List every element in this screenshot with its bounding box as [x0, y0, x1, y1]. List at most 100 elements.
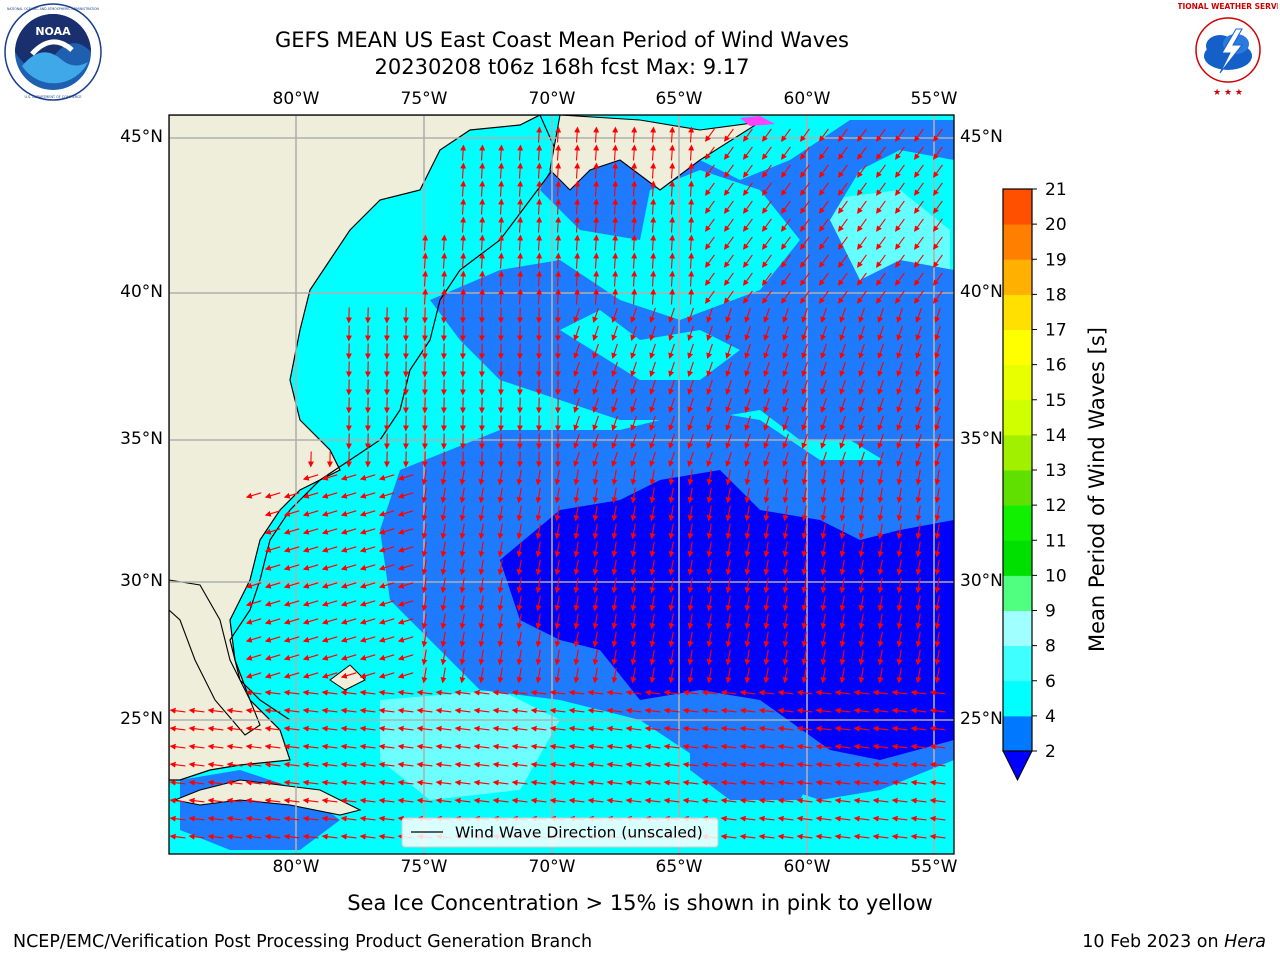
- wave-direction-arrow: [630, 325, 637, 342]
- wave-direction-arrow: [669, 126, 676, 143]
- colorbar-segment: [1003, 645, 1032, 682]
- wave-direction-arrow: [744, 343, 751, 360]
- wave-direction-arrow: [858, 667, 865, 684]
- wave-direction-arrow: [478, 541, 485, 558]
- wave-direction-arrow: [687, 415, 694, 432]
- wave-direction-arrow: [725, 505, 732, 522]
- lon-tick-bottom: 55°W: [910, 857, 958, 877]
- wave-direction-arrow: [497, 613, 504, 630]
- wave-direction-arrow: [800, 254, 810, 268]
- wave-direction-arrow: [630, 505, 637, 522]
- wave-direction-arrow: [497, 559, 504, 576]
- wave-direction-arrow: [669, 144, 676, 161]
- wave-direction-arrow: [839, 505, 846, 522]
- wave-direction-arrow: [688, 162, 695, 179]
- wave-direction-arrow: [705, 218, 715, 232]
- wave-direction-arrow: [876, 236, 886, 250]
- wave-direction-arrow: [340, 707, 357, 714]
- wave-direction-arrow: [725, 451, 732, 468]
- wave-direction-arrow: [574, 270, 581, 287]
- wave-direction-arrow: [915, 307, 922, 324]
- wave-direction-arrow: [606, 707, 623, 714]
- land-nova-scotia: [549, 115, 761, 191]
- wave-direction-arrow: [302, 707, 319, 714]
- colorbar: 2 4 6 8 9 10 11 12 13 14 15 16 17 18 19 20 21: [1002, 180, 1067, 782]
- wave-direction-arrow: [498, 234, 505, 251]
- wave-direction-arrow: [725, 595, 732, 612]
- wave-direction-arrow: [340, 618, 357, 625]
- wave-direction-arrow: [460, 198, 467, 215]
- lat-tick-left: 30°N: [120, 571, 163, 591]
- wave-direction-arrow: [801, 505, 808, 522]
- wave-direction-arrow: [877, 667, 884, 684]
- wave-direction-arrow: [535, 649, 542, 666]
- wave-direction-arrow: [706, 649, 713, 666]
- wave-direction-arrow: [555, 288, 562, 305]
- wave-direction-arrow: [568, 707, 585, 714]
- wave-direction-arrow: [359, 707, 376, 714]
- wave-direction-arrow: [421, 613, 428, 630]
- wave-direction-arrow: [479, 270, 486, 287]
- wave-direction-arrow: [397, 546, 414, 553]
- wave-direction-arrow: [245, 689, 262, 696]
- wave-direction-arrow: [536, 198, 543, 215]
- wave-direction-arrow: [511, 689, 528, 696]
- wave-direction-arrow: [858, 487, 865, 504]
- wave-direction-arrow: [763, 487, 770, 504]
- wave-direction-arrow: [801, 541, 808, 558]
- wave-direction-arrow: [896, 307, 903, 324]
- wave-direction-arrow: [724, 236, 734, 250]
- wave-direction-arrow: [819, 164, 829, 178]
- colorbar-segment: [1003, 610, 1032, 647]
- wave-direction-arrow: [933, 218, 943, 232]
- wave-direction-arrow: [421, 631, 428, 648]
- colorbar-tick-label: 11: [1045, 531, 1067, 551]
- wave-direction-arrow: [611, 667, 618, 684]
- wave-direction-arrow: [359, 654, 376, 661]
- wave-direction-arrow: [744, 577, 751, 594]
- wave-direction-arrow: [283, 600, 300, 607]
- wave-direction-arrow: [838, 254, 848, 268]
- wave-direction-arrow: [782, 415, 789, 432]
- wave-direction-arrow: [801, 649, 808, 666]
- wave-direction-arrow: [820, 343, 827, 360]
- light-cyan-patch-bahamas: [380, 690, 560, 800]
- wave-direction-arrow: [781, 254, 791, 268]
- wave-direction-arrow: [535, 505, 542, 522]
- wave-direction-arrow: [877, 487, 884, 504]
- wave-direction-arrow: [763, 577, 770, 594]
- wave-direction-arrow: [536, 162, 543, 179]
- wave-direction-arrow: [763, 469, 770, 486]
- wave-direction-arrow: [800, 290, 810, 304]
- wave-direction-arrow: [725, 631, 732, 648]
- wave-direction-arrow: [498, 144, 505, 161]
- wave-direction-arrow: [516, 631, 523, 648]
- wave-direction-arrow: [896, 577, 903, 594]
- wave-direction-arrow: [725, 307, 732, 324]
- wave-direction-arrow: [857, 272, 867, 286]
- wave-direction-arrow: [877, 451, 884, 468]
- wave-direction-arrow: [801, 343, 808, 360]
- wave-direction-arrow: [744, 487, 751, 504]
- wave-direction-arrow: [687, 667, 694, 684]
- wave-direction-arrow: [650, 126, 657, 143]
- wave-direction-arrow: [321, 528, 338, 535]
- wave-direction-arrow: [593, 126, 600, 143]
- wave-direction-arrow: [397, 707, 414, 714]
- wave-direction-arrow: [611, 307, 618, 324]
- wave-direction-arrow: [895, 164, 905, 178]
- wave-direction-arrow: [668, 649, 675, 666]
- wave-direction-arrow: [915, 379, 922, 396]
- wave-direction-arrow: [782, 307, 789, 324]
- wave-direction-arrow: [820, 631, 827, 648]
- wave-direction-arrow: [440, 613, 447, 630]
- wave-direction-arrow: [820, 595, 827, 612]
- wave-direction-arrow: [592, 631, 599, 648]
- chart-subtitle: 20230208 t06z 168h fcst Max: 9.17: [374, 55, 750, 79]
- wave-direction-arrow: [422, 270, 429, 287]
- wave-direction-arrow: [706, 433, 713, 450]
- wave-direction-arrow: [687, 361, 694, 378]
- wave-direction-arrow: [630, 541, 637, 558]
- wave-direction-arrow: [631, 198, 638, 215]
- wave-direction-arrow: [573, 307, 580, 324]
